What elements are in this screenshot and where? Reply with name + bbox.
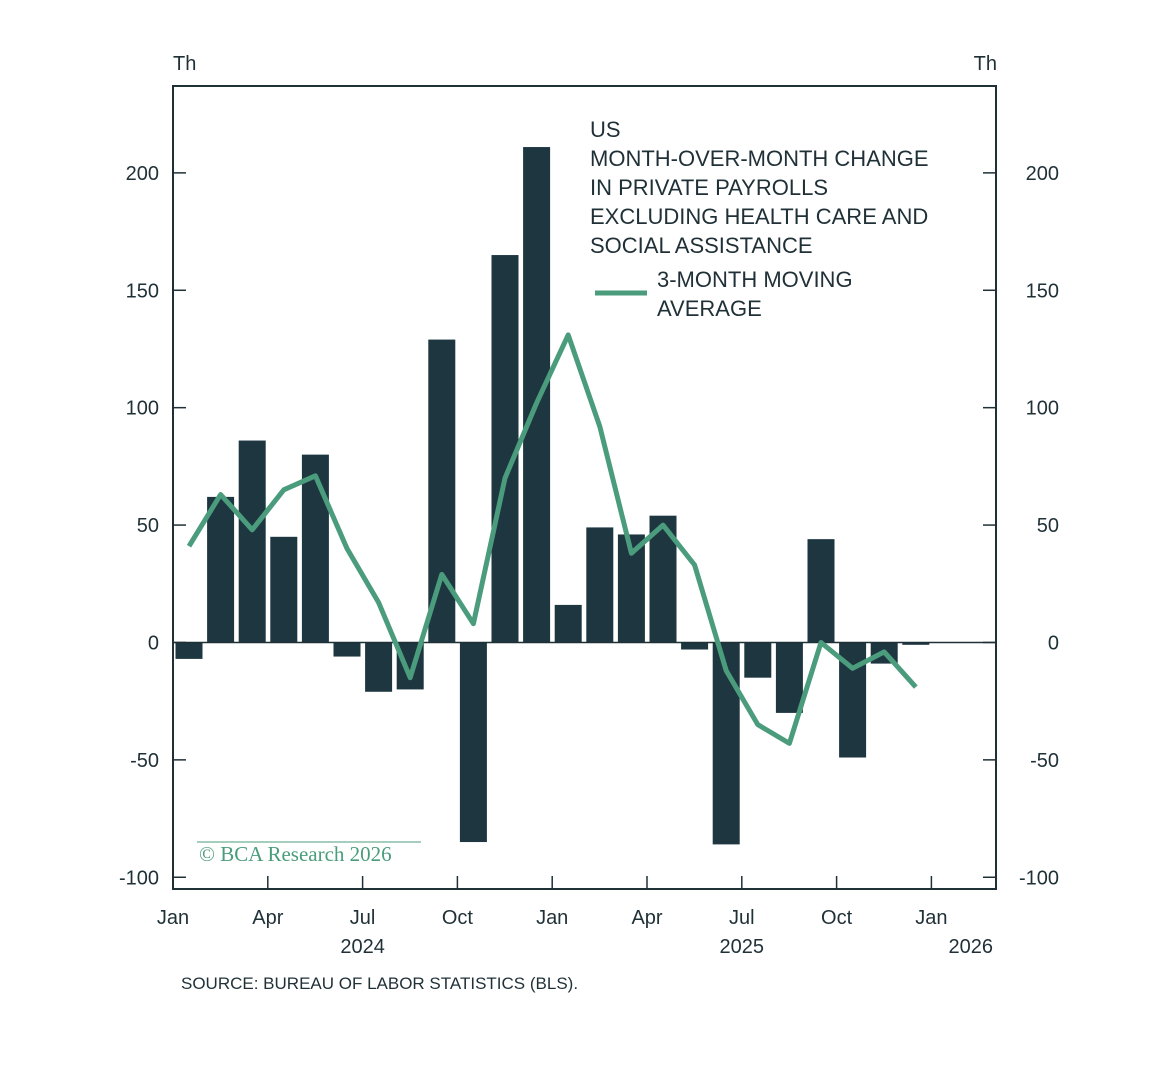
bar [902,642,930,645]
legend-line-label-2: AVERAGE [657,296,762,321]
bar [238,440,266,643]
right-y-tick-label: 0 [1048,632,1059,654]
bar [175,642,203,659]
right-y-tick-label: 100 [1026,398,1059,420]
x-axis: Jan Apr Jul Oct Jan Apr Jul Oct Jan 2024 2025 2026 [157,876,993,958]
copyright-watermark: © BCA Research 2026 [197,841,421,866]
copyright-text: © BCA Research 2026 [199,842,392,866]
bar [744,642,772,678]
bar [775,642,803,713]
x-tick-label: Jan [536,907,568,929]
right-y-tick-label: 150 [1026,280,1059,302]
right-y-tick-label: 50 [1037,515,1059,537]
x-year-label: 2024 [340,936,385,958]
legend-title: US [590,117,621,142]
bar [523,147,551,643]
x-tick-label: Jan [915,907,947,929]
plot-frame [172,85,997,890]
x-tick-label: Oct [821,907,853,929]
legend-entry-line-2: IN PRIVATE PAYROLLS [590,175,828,200]
bar [586,527,614,643]
right-y-tick-label: 200 [1026,163,1059,185]
left-y-tick-label: 200 [126,163,159,185]
left-y-axis: 200 150 100 50 0 -50 -100 [119,163,186,889]
left-y-tick-label: 100 [126,398,159,420]
bar [807,539,835,643]
bar [681,642,709,650]
legend-line-label-1: 3-MONTH MOVING [657,267,853,292]
bar [207,496,235,643]
moving-average-line [186,332,918,746]
bar [301,454,329,643]
right-y-axis: 200 150 100 50 0 -50 -100 [983,163,1059,889]
bar [333,642,361,657]
left-y-tick-label: 150 [126,280,159,302]
moving-average-series [186,332,918,746]
left-y-tick-label: 0 [148,632,159,654]
x-year-label: 2025 [720,936,765,958]
right-y-tick-label: -50 [1030,750,1059,772]
bar [554,604,582,643]
left-y-tick-label: -100 [119,867,159,889]
x-tick-label: Jul [729,907,755,929]
right-y-tick-label: -100 [1019,867,1059,889]
source-note: SOURCE: BUREAU OF LABOR STATISTICS (BLS)… [181,974,578,993]
bar [365,642,393,692]
x-tick-label: Jan [157,907,189,929]
left-y-tick-label: 50 [137,515,159,537]
legend-entry-line-1: MONTH-OVER-MONTH CHANGE [590,146,929,171]
legend-entry-line-4: SOCIAL ASSISTANCE [590,233,813,258]
legend: US MONTH-OVER-MONTH CHANGE IN PRIVATE PA… [590,117,929,321]
x-year-label: 2026 [949,936,994,958]
bar-series [175,147,930,845]
x-tick-label: Jul [350,907,376,929]
x-tick-label: Apr [252,907,283,929]
bar [459,642,487,843]
legend-entry-line-3: EXCLUDING HEALTH CARE AND [590,204,928,229]
x-tick-label: Apr [631,907,662,929]
right-unit-label: Th [974,53,997,75]
bar [712,642,740,845]
left-y-tick-label: -50 [130,750,159,772]
x-tick-label: Oct [442,907,474,929]
left-unit-label: Th [173,53,196,75]
bar [270,536,298,643]
bar [491,255,519,643]
